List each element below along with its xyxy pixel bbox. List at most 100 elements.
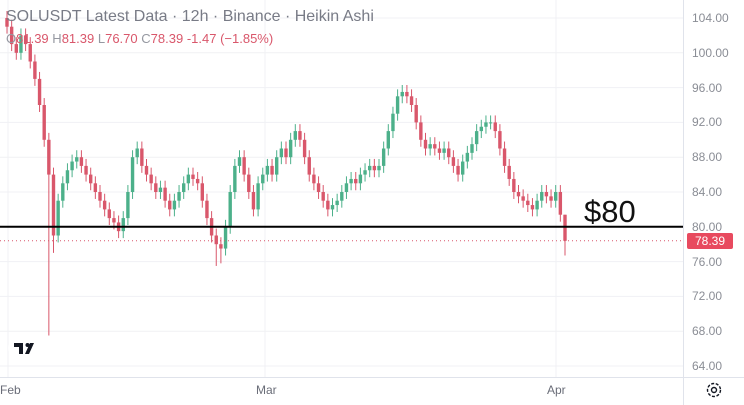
candle-body [28,44,32,62]
candle [516,185,521,204]
candle [321,185,325,208]
candle-body [135,148,139,158]
candle [144,158,149,182]
candle [344,176,349,199]
tradingview-logo[interactable] [8,332,40,364]
candle [354,171,358,191]
candle-body [107,209,111,219]
price-tick: 80.00 [692,219,723,234]
candle-body [335,200,339,206]
candle-body [233,165,237,192]
candle-body [9,26,14,45]
candle [400,84,404,104]
level-label: $80 [584,194,636,229]
candle [368,158,372,178]
candle [61,176,65,208]
candle [549,189,553,208]
candle-body [321,192,325,201]
candle-body [5,18,9,27]
candle [335,193,339,213]
candle-body [493,122,497,132]
candle-body [358,174,363,184]
candle [107,202,111,226]
candle-body [42,105,46,140]
candle [330,198,335,217]
candle [79,150,84,173]
candle-body [554,192,558,201]
candle-body [326,200,330,210]
candle [484,115,488,134]
candle-body [89,174,93,184]
candle-body [544,192,549,197]
gear-icon[interactable] [704,380,724,400]
candle [372,158,377,178]
candle-body [386,131,390,149]
candle-body [172,200,177,210]
candle [275,150,279,182]
candle [126,185,130,226]
candle-body [395,96,400,114]
candle-body [61,183,65,201]
candle [479,119,483,139]
candle [488,115,493,130]
candle-body [363,170,367,175]
candle [182,176,186,199]
candle-body [237,157,242,166]
candle-body [275,157,279,175]
candle-body [168,200,172,210]
candle-body [516,192,521,197]
open-value: 81.39 [16,31,49,46]
candle [526,193,530,213]
close-value: 78.39 [150,31,184,46]
candle-body [121,218,125,232]
candle [186,167,191,191]
price-tick: 76.00 [692,254,723,269]
candle-body [247,174,251,192]
candle-body [33,61,37,79]
candle-body [479,126,483,132]
candle-body [140,148,144,166]
candle-body [163,187,167,201]
candle [298,124,302,147]
price-tick: 104.00 [692,11,729,25]
candle-body [149,174,153,184]
candle [442,141,446,160]
candle-body [70,161,74,171]
candle-body [400,91,404,97]
candle [251,185,256,217]
candle-body [37,78,42,105]
candle [381,141,386,173]
candle-body [456,165,460,175]
candle-body [419,122,423,140]
candle [316,176,321,199]
candle [312,167,316,191]
candle [363,163,367,182]
candle [37,71,42,112]
candle-body [186,174,191,184]
candle-body [470,144,474,153]
candle-body [251,192,256,210]
candle-body [465,152,470,162]
candle-body [368,165,372,171]
candle [256,176,260,217]
candle [228,185,232,234]
candle [423,132,428,156]
candle [75,150,79,169]
time-tick: Apr [547,383,566,397]
candle [358,167,363,191]
candle [214,228,218,266]
candle [14,37,18,60]
candle-body [270,165,274,175]
candle [33,54,37,86]
candle [102,193,107,217]
candle [28,37,32,69]
candle-body [47,139,51,175]
candle-body [461,161,465,175]
candle-body [521,196,525,201]
price-tick: 96.00 [692,80,723,95]
candle-body [474,131,479,145]
candle-body [423,139,428,149]
price-tick: 100.00 [692,45,729,60]
candle-body [284,148,288,158]
